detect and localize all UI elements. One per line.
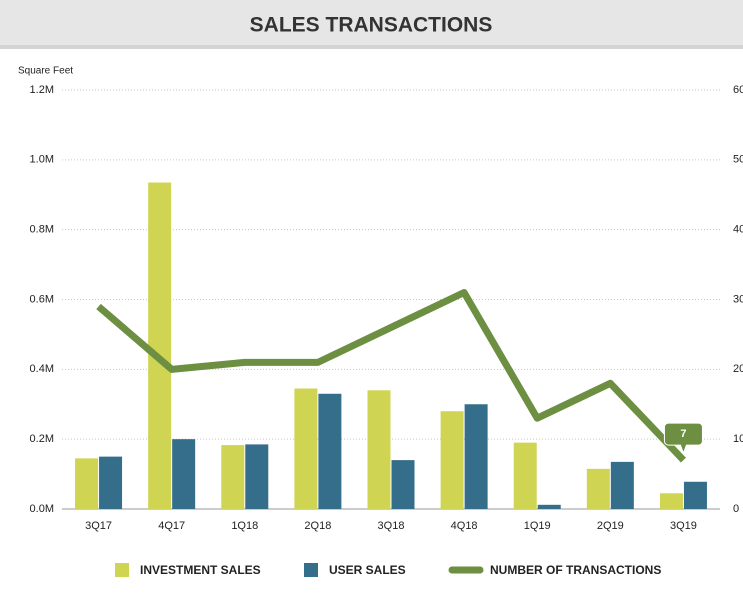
- x-tick-label: 2Q18: [304, 520, 331, 532]
- data-label: 7: [680, 428, 686, 440]
- bar: [610, 461, 634, 509]
- y2-tick-label: 10: [733, 433, 743, 445]
- bar: [148, 182, 172, 509]
- title-rule: [0, 45, 743, 49]
- bar: [245, 444, 269, 509]
- title-band: [0, 0, 743, 45]
- bar: [683, 481, 707, 509]
- chart-title: SALES TRANSACTIONS: [250, 14, 493, 37]
- callout-box: [663, 422, 703, 455]
- x-tick-label: 1Q19: [524, 520, 551, 532]
- y-tick-label: 0.0M: [30, 503, 54, 515]
- bar: [75, 458, 99, 509]
- x-tick-label: 4Q17: [158, 520, 185, 532]
- y-axis-label: Square Feet: [18, 66, 73, 77]
- legend-label: NUMBER OF TRANSACTIONS: [490, 563, 661, 577]
- y2-tick-label: 50: [733, 154, 743, 166]
- y-tick-label: 0.4M: [30, 363, 54, 375]
- legend-swatch: [304, 563, 318, 577]
- y2-tick-label: 60: [733, 84, 743, 96]
- legend-label: INVESTMENT SALES: [140, 563, 261, 577]
- x-tick-label: 3Q18: [378, 520, 405, 532]
- bar: [391, 460, 415, 509]
- legend-label: USER SALES: [329, 563, 406, 577]
- y-tick-label: 0.2M: [30, 433, 54, 445]
- bar: [586, 468, 610, 509]
- x-tick-label: 3Q17: [85, 520, 112, 532]
- bar: [464, 404, 488, 509]
- bar: [659, 493, 683, 509]
- bar: [367, 390, 391, 509]
- y-tick-label: 0.6M: [30, 293, 54, 305]
- y-tick-label: 0.8M: [30, 224, 54, 236]
- legend-swatch: [115, 563, 129, 577]
- y2-tick-label: 0: [733, 503, 739, 515]
- bar: [440, 411, 464, 509]
- bar: [99, 456, 123, 509]
- bar: [172, 439, 196, 509]
- bar: [513, 442, 537, 509]
- y2-tick-label: 40: [733, 224, 743, 236]
- bar: [294, 388, 318, 509]
- x-tick-label: 1Q18: [231, 520, 258, 532]
- x-tick-label: 4Q18: [451, 520, 478, 532]
- y2-tick-label: 30: [733, 293, 743, 305]
- x-tick-label: 3Q19: [670, 520, 697, 532]
- x-tick-label: 2Q19: [597, 520, 624, 532]
- bar: [221, 445, 245, 509]
- y-tick-label: 1.0M: [30, 154, 54, 166]
- y-tick-label: 1.2M: [30, 84, 54, 96]
- y2-tick-label: 20: [733, 363, 743, 375]
- bar: [318, 393, 342, 509]
- bar: [537, 504, 561, 509]
- line: [96, 289, 686, 463]
